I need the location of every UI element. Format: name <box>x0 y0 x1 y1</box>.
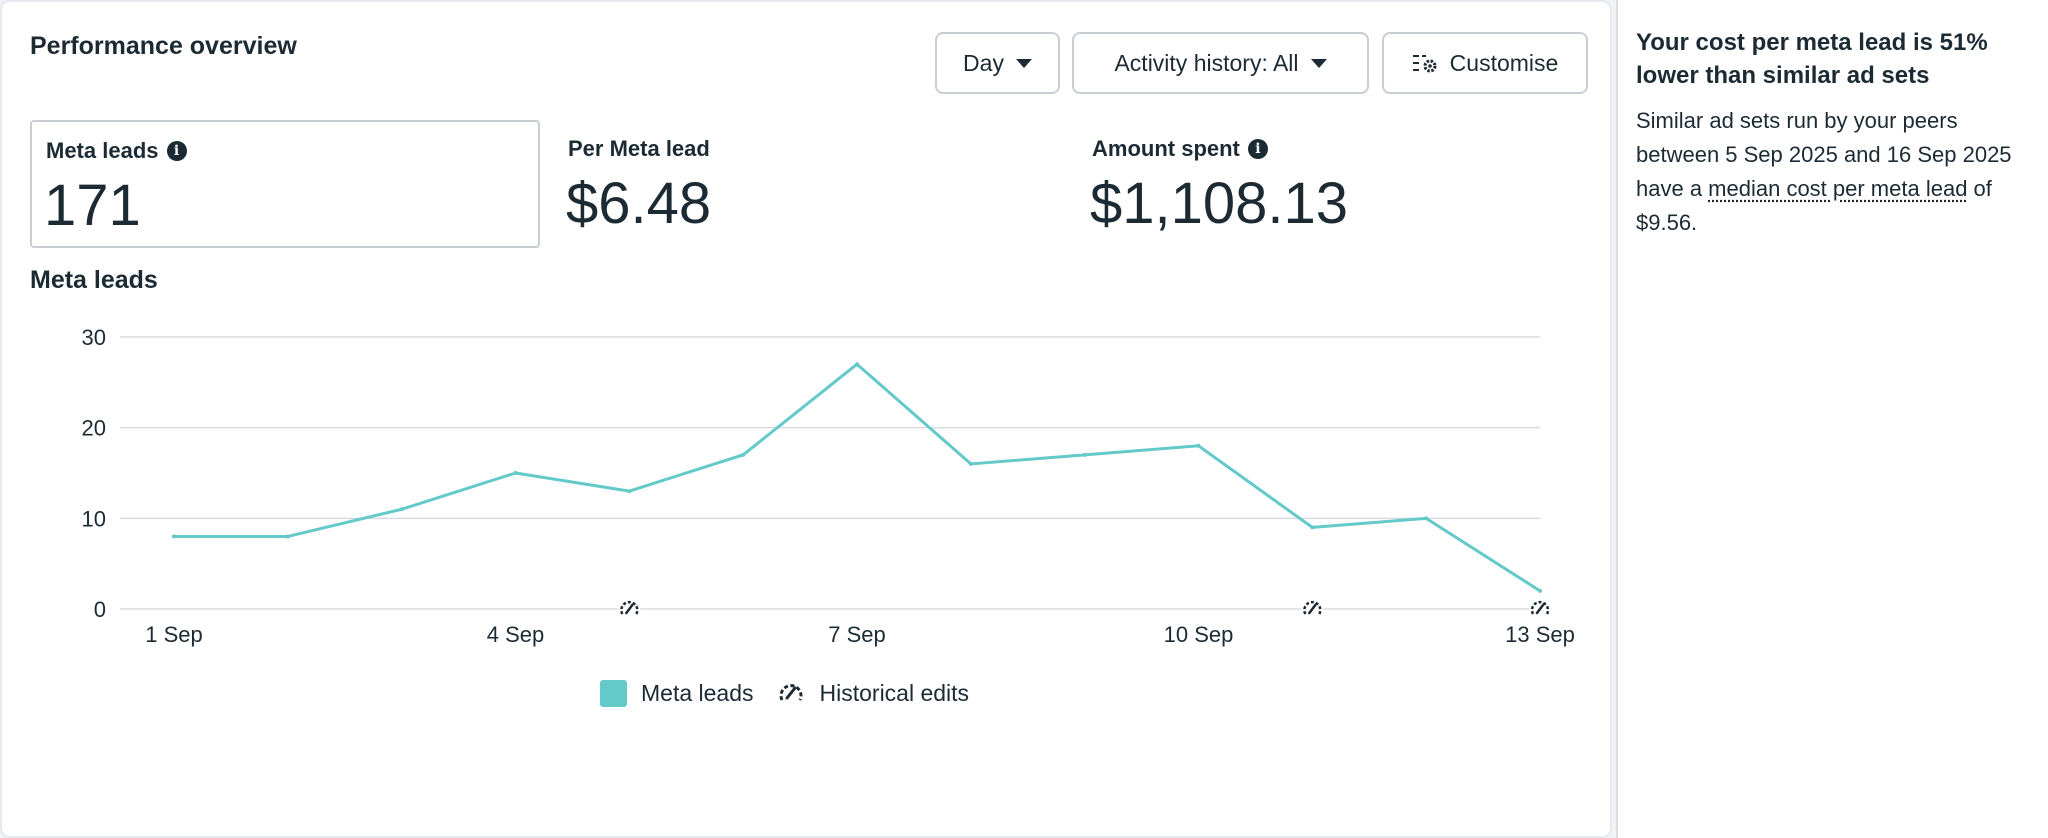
meta-leads-line-chart: 0 10 20 30 1 Sep 4 Sep 7 Sep 10 Sep 13 Sep <box>82 325 1575 647</box>
data-point <box>627 489 632 494</box>
data-point <box>741 452 746 457</box>
caret-down-icon <box>1015 58 1032 68</box>
historical-edit-icon <box>779 684 802 701</box>
metric-card-amount-spent[interactable]: Amount spent i $1,108.13 <box>1078 120 1578 248</box>
info-icon[interactable]: i <box>1247 139 1268 159</box>
performance-panel: Performance overview Day Activity histor… <box>0 0 1612 838</box>
chart-title: Meta leads <box>30 266 158 294</box>
metric-label-row: Per Meta lead <box>568 136 710 162</box>
caret-down-icon <box>1310 58 1327 68</box>
metric-label: Meta leads <box>46 138 159 163</box>
legend-label: Meta leads <box>641 679 754 706</box>
legend-label: Historical edits <box>819 679 970 706</box>
y-tick-label: 0 <box>94 597 106 622</box>
metric-value: $1,108.13 <box>1090 171 1349 236</box>
customise-settings-icon <box>1412 55 1437 73</box>
data-point <box>399 507 404 512</box>
activity-history-dropdown-button[interactable]: Activity history: All <box>1072 32 1369 94</box>
series-line-meta-leads <box>174 362 1541 593</box>
day-dropdown-label: Day <box>963 49 1004 76</box>
activity-history-label: Activity history: All <box>1114 49 1299 76</box>
page-title: Performance overview <box>30 32 297 60</box>
legend-item-historical-edits[interactable]: Historical edits <box>776 678 970 708</box>
y-tick-label: 10 <box>82 506 106 531</box>
historical-edit-icon[interactable] <box>1529 598 1551 620</box>
insight-body-text: Similar ad sets run by your peers betwee… <box>1636 108 2012 201</box>
x-tick-label: 7 Sep <box>828 622 886 647</box>
x-tick-label: 1 Sep <box>145 622 203 647</box>
data-point <box>285 534 290 539</box>
insight-title: Your cost per meta lead is 51% lower tha… <box>1636 29 1988 89</box>
metric-card-meta-leads[interactable]: Meta leads i 171 <box>30 120 540 248</box>
historical-edit-icon[interactable] <box>618 598 641 620</box>
historical-edit-icon[interactable] <box>1301 598 1324 620</box>
metric-value: $6.48 <box>566 171 712 236</box>
day-dropdown-button[interactable]: Day <box>935 32 1060 94</box>
insight-body: Similar ad sets run by your peers betwee… <box>1636 104 2036 240</box>
info-icon[interactable]: i <box>166 141 187 161</box>
data-point <box>968 461 973 466</box>
data-point <box>513 471 518 475</box>
x-tick-label: 10 Sep <box>1164 622 1234 647</box>
data-point <box>1424 516 1429 521</box>
metric-value: 171 <box>44 173 141 238</box>
insight-body-text-end: of $9.56. <box>1636 176 1992 235</box>
metric-card-per-meta-lead[interactable]: Per Meta lead $6.48 <box>554 120 1054 248</box>
metric-label-row: Meta leads i <box>46 138 187 164</box>
legend-swatch-meta-leads <box>600 679 627 707</box>
legend-item-meta-leads[interactable]: Meta leads <box>600 679 754 707</box>
data-point <box>1310 525 1315 530</box>
metric-label: Amount spent <box>1092 136 1240 161</box>
insight-panel: Your cost per meta lead is 51% lower tha… <box>1616 0 2048 838</box>
y-tick-label: 20 <box>82 416 106 441</box>
customise-label: Customise <box>1449 49 1559 76</box>
metric-label-row: Amount spent i <box>1092 136 1268 162</box>
insight-card: Your cost per meta lead is 51% lower tha… <box>1636 26 2036 240</box>
metric-label: Per Meta lead <box>568 136 710 161</box>
data-point <box>172 534 176 539</box>
x-tick-label: 13 Sep <box>1505 622 1575 647</box>
customise-button[interactable]: Customise <box>1382 32 1588 94</box>
data-point <box>855 362 859 367</box>
chart-legend: Meta leads Historical edits <box>600 678 969 708</box>
data-point <box>1196 443 1201 448</box>
y-tick-label: 30 <box>82 325 106 350</box>
data-point <box>1538 588 1542 593</box>
median-cost-link[interactable]: median cost per meta lead <box>1708 176 1968 201</box>
data-point <box>1082 452 1087 457</box>
x-tick-label: 4 Sep <box>487 622 545 647</box>
